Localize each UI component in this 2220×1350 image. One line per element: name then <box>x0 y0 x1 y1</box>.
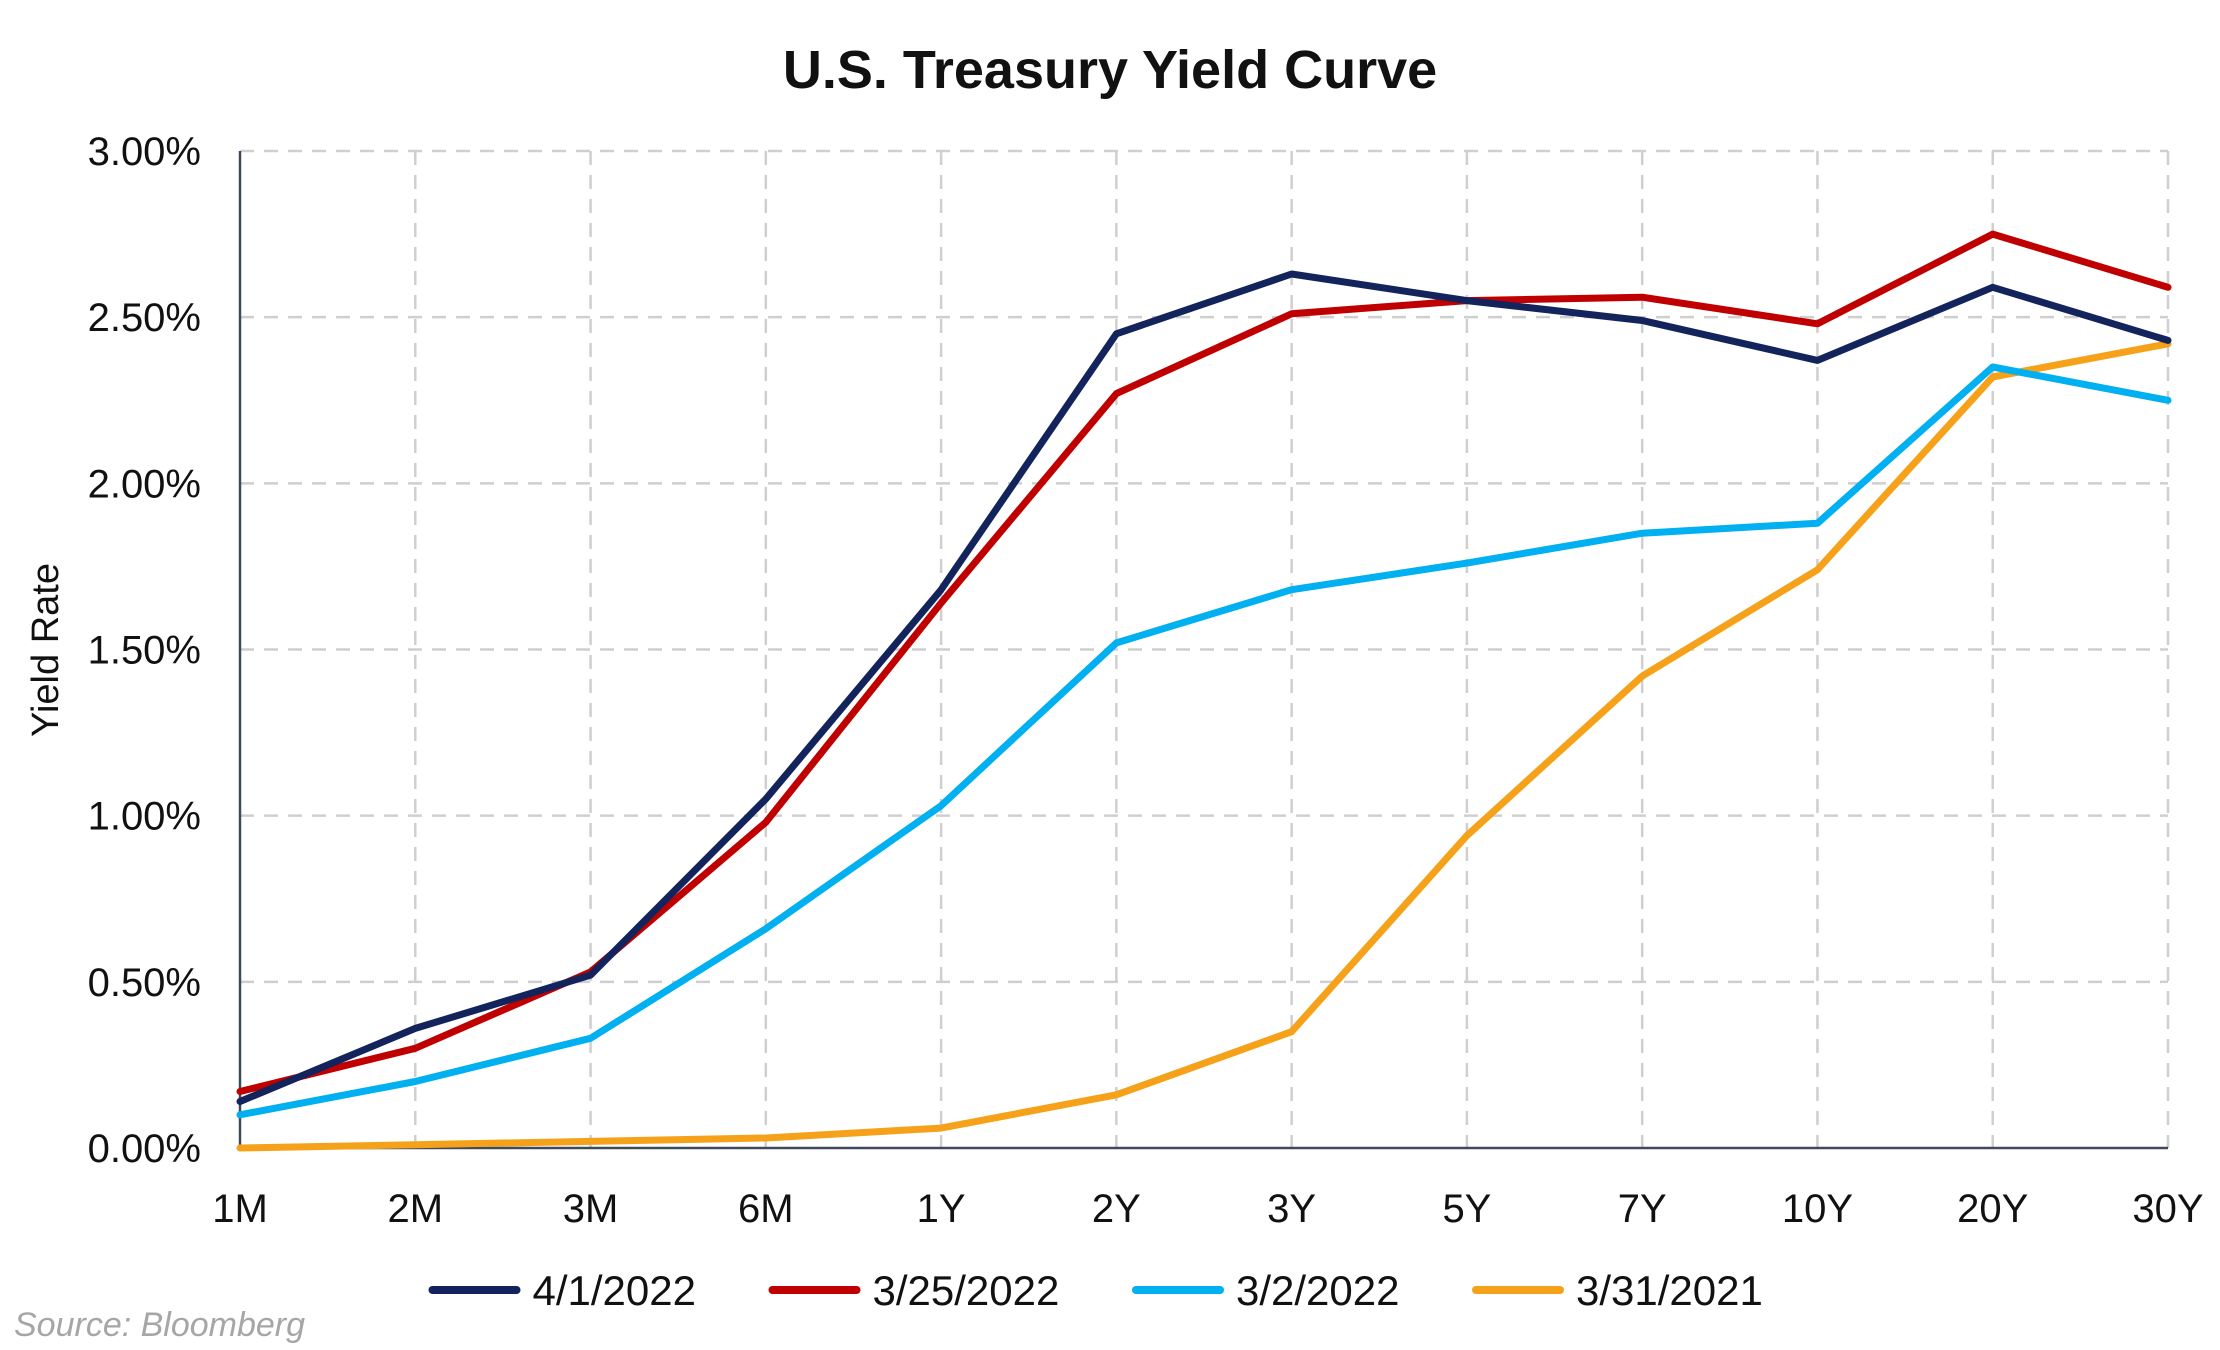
x-tick-label: 10Y <box>1782 1187 1853 1231</box>
legend: 4/1/2022 3/25/2022 3/2/2022 3/31/2021 <box>428 1267 1763 1314</box>
y-tick-label: 2.50% <box>88 296 201 340</box>
x-tick-label: 3Y <box>1267 1187 1316 1231</box>
y-tick-label: 1.50% <box>88 629 201 673</box>
y-tick-label: 2.00% <box>88 462 201 506</box>
y-tick-label: 1.00% <box>88 795 201 839</box>
legend-item: 3/25/2022 <box>768 1267 1060 1314</box>
x-tick-label: 1M <box>212 1187 268 1231</box>
y-tick-label: 3.00% <box>88 130 201 174</box>
legend-item: 3/2/2022 <box>1132 1267 1400 1314</box>
legend-label: 3/25/2022 <box>873 1267 1060 1314</box>
grid-layer <box>240 149 2170 1148</box>
legend-label: 4/1/2022 <box>533 1267 697 1314</box>
x-tick-label: 2Y <box>1092 1187 1141 1231</box>
y-tick-label: 0.00% <box>88 1127 201 1171</box>
x-tick-label: 30Y <box>2132 1187 2203 1231</box>
x-tick-label: 1Y <box>917 1187 966 1231</box>
legend-label: 3/2/2022 <box>1236 1267 1400 1314</box>
x-tick-label: 2M <box>387 1187 443 1231</box>
x-tick-label: 7Y <box>1618 1187 1667 1231</box>
chart-title: U.S. Treasury Yield Curve <box>783 40 1437 100</box>
axis-layer <box>238 151 2168 1150</box>
source-note: Source: Bloomberg <box>14 1306 305 1344</box>
y-axis-title: Yield Rate <box>25 563 67 737</box>
y-tick-label: 0.50% <box>88 961 201 1005</box>
legend-label: 3/31/2021 <box>1576 1267 1763 1314</box>
x-tick-label: 6M <box>738 1187 794 1231</box>
legend-item: 3/31/2021 <box>1472 1267 1763 1314</box>
series-line-3 <box>236 340 2172 1152</box>
legend-item: 4/1/2022 <box>428 1267 697 1314</box>
x-axis-ticks: 1M 2M 3M 6M 1Y 2Y 3Y 5Y 7Y 10Y 20Y 30Y <box>212 1187 2203 1231</box>
series-line-2 <box>236 363 2172 1119</box>
x-tick-label: 3M <box>563 1187 619 1231</box>
x-tick-label: 5Y <box>1442 1187 1491 1231</box>
series-line-0 <box>236 270 2172 1105</box>
series-line-1 <box>236 230 2172 1095</box>
y-axis-ticks: 0.00% 0.50% 1.00% 1.50% 2.00% 2.50% 3.00% <box>88 130 201 1171</box>
series-layer <box>236 230 2172 1152</box>
x-tick-label: 20Y <box>1957 1187 2028 1231</box>
